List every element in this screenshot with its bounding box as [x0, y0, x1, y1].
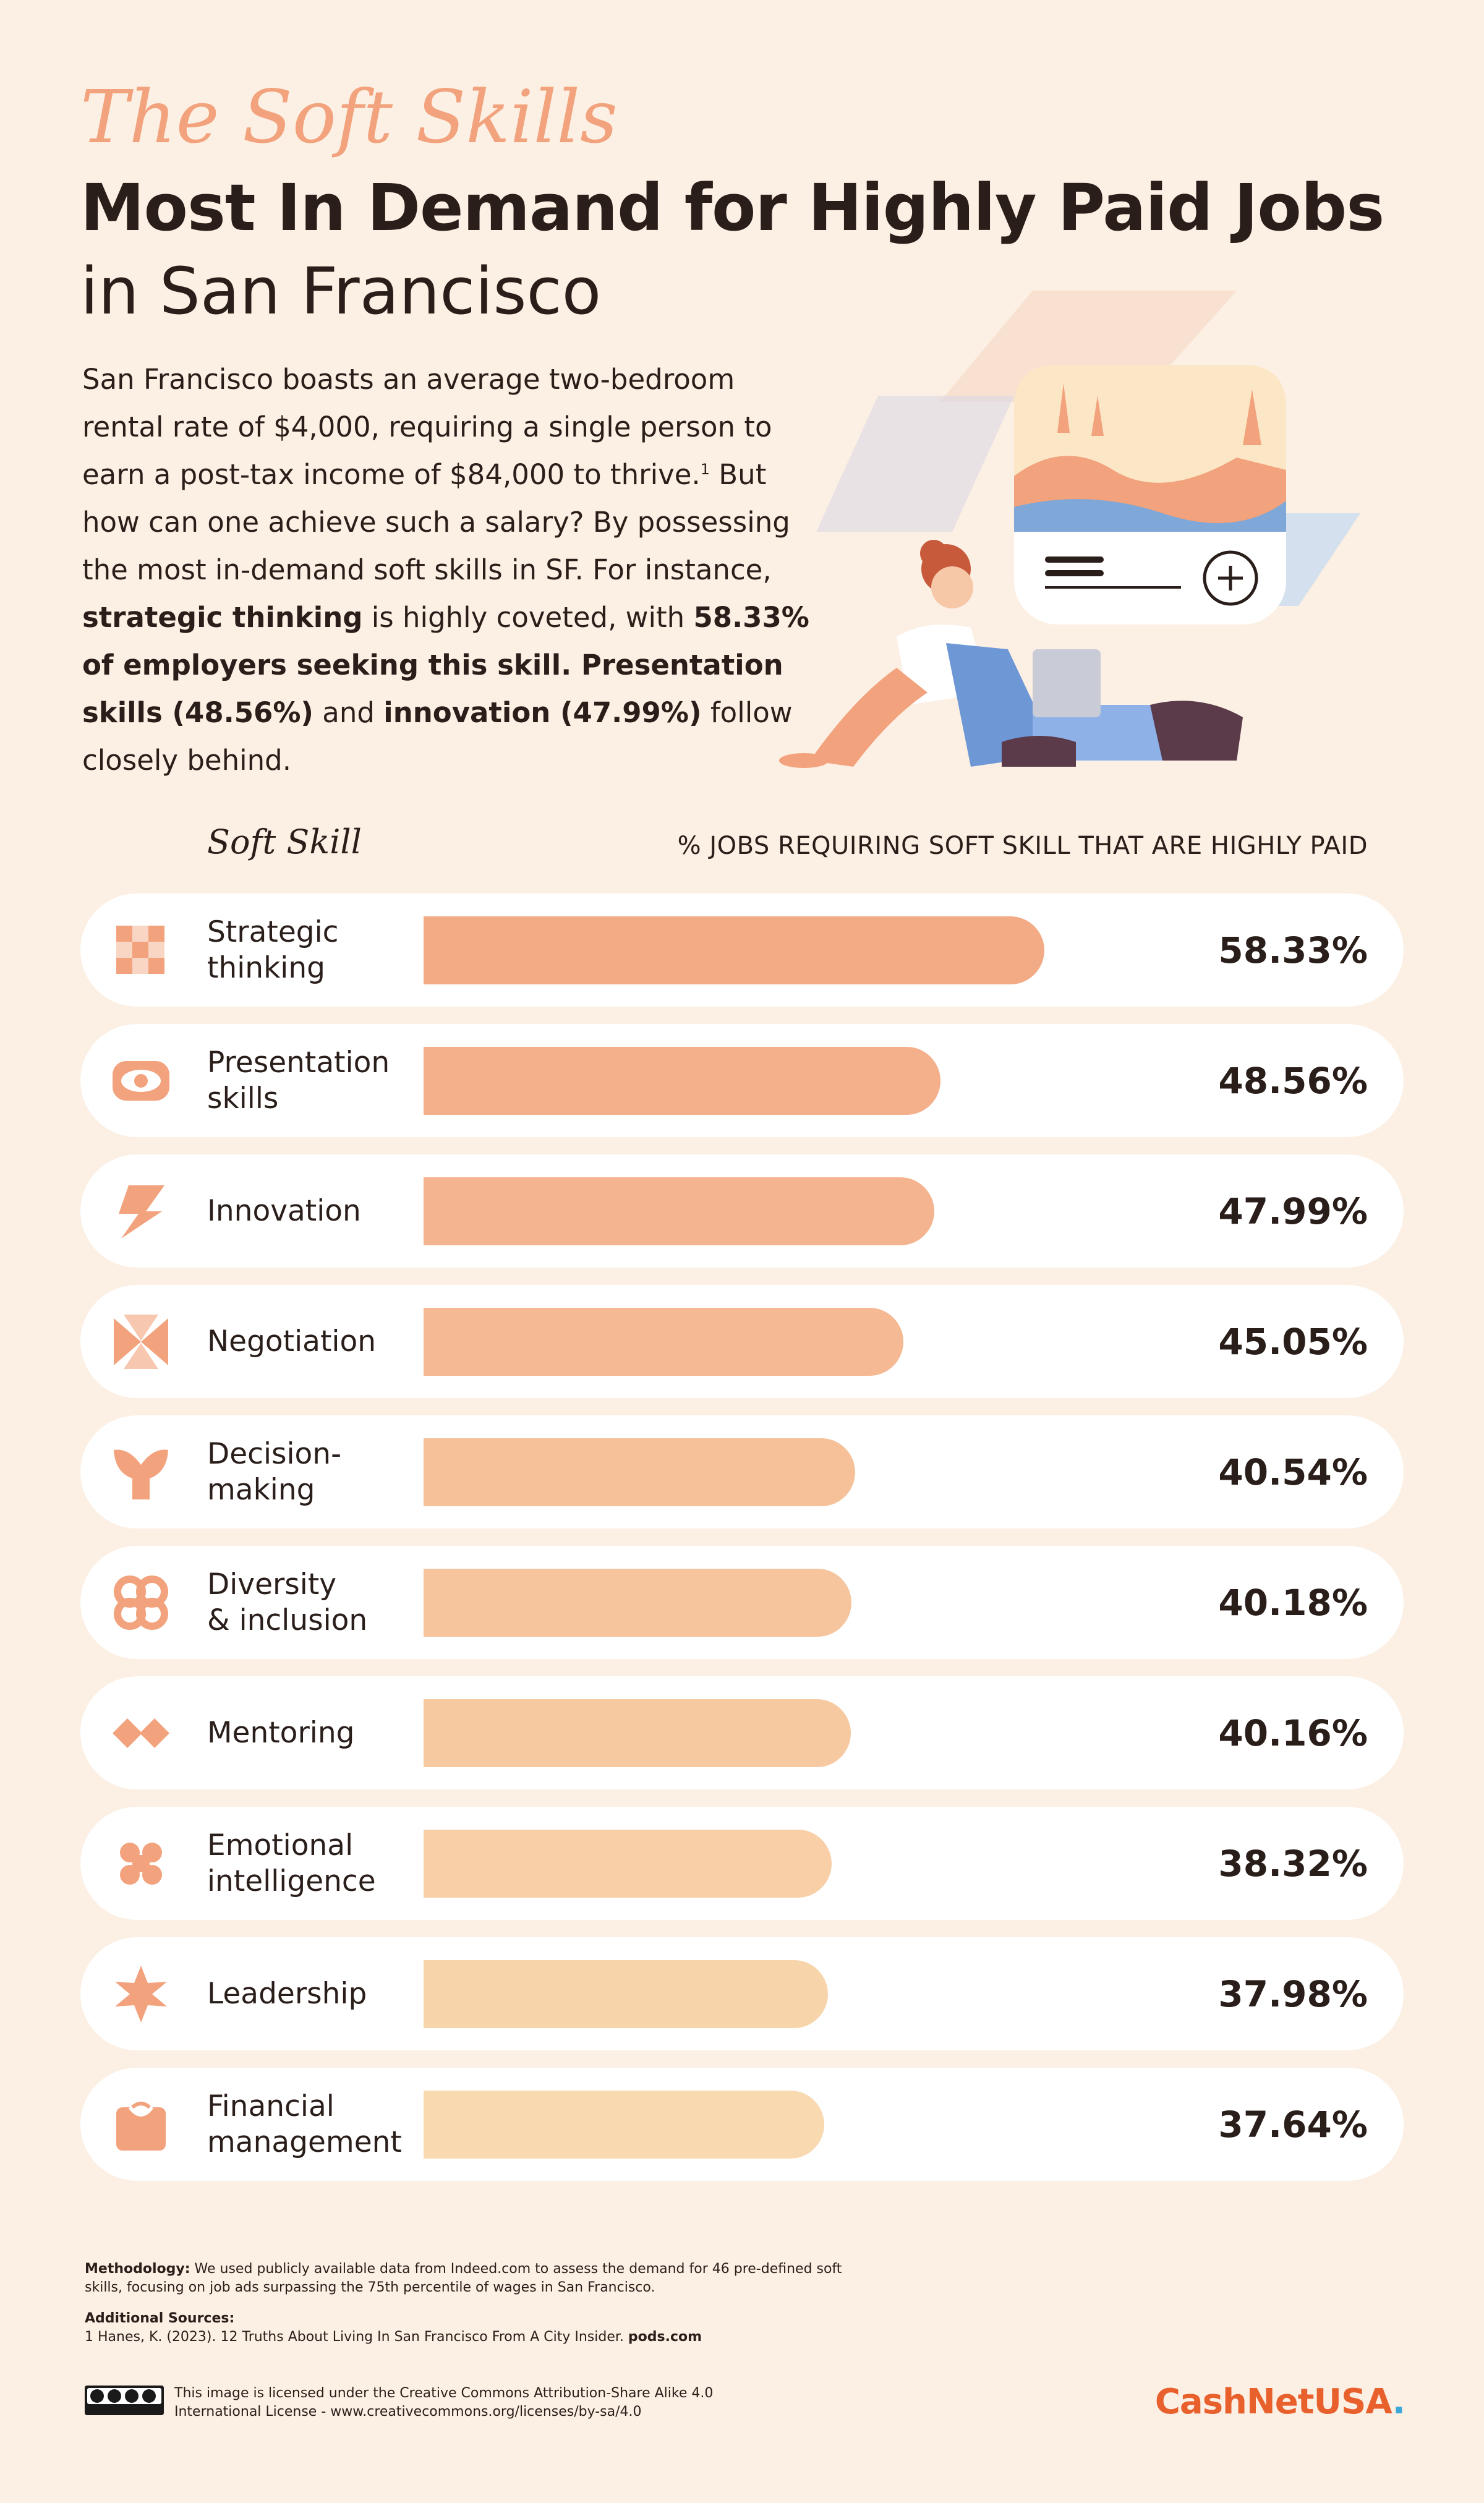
lightning-icon — [119, 1185, 164, 1239]
skill-row: Diversity & inclusion 40.18% — [80, 1546, 1404, 1659]
column-header-soft-skill: Soft Skill — [207, 822, 362, 861]
skill-label: Strategic thinking — [207, 915, 339, 985]
bar — [424, 1830, 832, 1898]
skill-label: Negotiation — [207, 1324, 376, 1358]
value-label: 37.64% — [1218, 2103, 1368, 2146]
methodology-note: Methodology: We used publicly available … — [85, 2261, 842, 2295]
value-label: 47.99% — [1218, 1190, 1368, 1232]
value-label: 58.33% — [1218, 929, 1368, 971]
cc-license-icon — [85, 2386, 164, 2415]
skill-label: Presentation skills — [207, 1045, 390, 1115]
skill-label: Financial management — [207, 2089, 402, 2159]
bar — [424, 1438, 855, 1506]
skill-label: Mentoring — [207, 1715, 355, 1750]
value-label: 40.16% — [1218, 1712, 1368, 1754]
bar — [424, 1308, 903, 1376]
hearts-icon — [120, 1843, 162, 1885]
skill-row: Negotiation 45.05% — [80, 1285, 1404, 1398]
eye-icon — [113, 1061, 169, 1101]
brand-logo: CashNetUSA. — [1154, 2382, 1405, 2422]
sub-title: in San Francisco — [80, 254, 602, 329]
skill-row: Leadership 37.98% — [80, 1937, 1404, 2050]
bar — [424, 916, 1044, 984]
y-shape-icon — [114, 1449, 168, 1499]
value-label: 37.98% — [1218, 1972, 1368, 2015]
skill-row: Mentoring 40.16% — [80, 1676, 1404, 1789]
intro-paragraph: San Francisco boasts an average two-bedr… — [82, 363, 809, 777]
checker-icon — [116, 926, 164, 974]
bar-chart: Strategic thinking 58.33% Presentation ski… — [80, 893, 1404, 2198]
skill-label: Decision- making — [207, 1436, 342, 1507]
star-icon — [115, 1966, 167, 2023]
main-title: Most In Demand for Highly Paid Jobs — [80, 170, 1384, 245]
skill-row: Innovation 47.99% — [80, 1154, 1404, 1268]
skill-row: Decision- making 40.54% — [80, 1415, 1404, 1529]
additional-sources: Additional Sources: 1 Hanes, K. (2023). … — [85, 2311, 702, 2345]
script-title: The Soft Skills — [80, 74, 618, 160]
skill-row: Strategic thinking 58.33% — [80, 893, 1404, 1007]
license-text: This image is licensed under the Creativ… — [174, 2386, 714, 2420]
bar — [424, 2091, 824, 2159]
bar — [424, 1177, 934, 1245]
column-header-percent: % JOBS REQUIRING SOFT SKILL THAT ARE HIG… — [677, 832, 1368, 860]
source-link[interactable]: pods.com — [628, 2329, 702, 2345]
skill-label: Emotional intelligence — [207, 1828, 376, 1898]
person-laptop-illustration — [779, 291, 1360, 768]
footnote-mark: 1 — [700, 461, 710, 478]
bar — [424, 1960, 828, 2028]
bar — [424, 1699, 851, 1767]
value-label: 40.18% — [1218, 1581, 1368, 1624]
bowtie-icon — [114, 1315, 168, 1369]
skill-label: Leadership — [207, 1976, 367, 2011]
skill-row: Presentation skills 48.56% — [80, 1024, 1404, 1137]
skill-label: Diversity & inclusion — [207, 1567, 368, 1637]
value-label: 38.32% — [1218, 1842, 1368, 1885]
diamonds-icon — [113, 1718, 169, 1748]
skill-row: Financial management 37.64% — [80, 2068, 1404, 2181]
value-label: 40.54% — [1218, 1451, 1368, 1493]
value-label: 45.05% — [1218, 1320, 1368, 1363]
skill-row: Emotional intelligence 38.32% — [80, 1807, 1404, 1920]
value-label: 48.56% — [1218, 1059, 1368, 1102]
skill-label: Innovation — [207, 1193, 361, 1228]
swirl-icon — [114, 1576, 168, 1630]
bag-icon — [116, 2102, 166, 2151]
bar — [424, 1569, 851, 1637]
bar — [424, 1047, 940, 1115]
